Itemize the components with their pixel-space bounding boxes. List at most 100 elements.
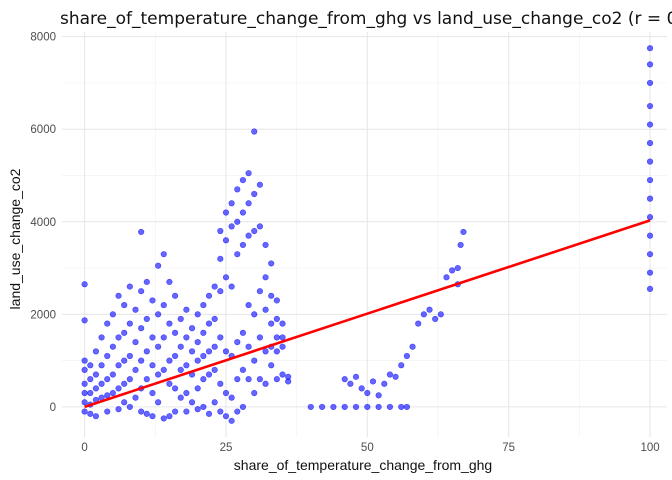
data-point xyxy=(245,343,252,350)
data-point xyxy=(121,357,128,364)
data-point xyxy=(160,415,167,422)
data-point xyxy=(222,209,230,216)
data-point xyxy=(155,371,162,378)
data-point xyxy=(126,283,133,290)
data-point xyxy=(132,366,139,373)
data-point xyxy=(234,408,241,415)
data-point xyxy=(149,334,156,341)
data-point xyxy=(166,380,173,387)
data-point xyxy=(398,362,405,369)
data-point xyxy=(194,357,201,364)
data-point xyxy=(138,357,145,364)
data-point xyxy=(98,380,105,387)
data-point xyxy=(149,389,156,397)
y-tick-label: 8000 xyxy=(30,32,56,44)
data-point xyxy=(92,348,100,355)
data-point xyxy=(256,334,263,341)
data-point xyxy=(177,394,184,401)
data-point xyxy=(155,262,162,269)
data-point xyxy=(217,227,224,235)
data-point xyxy=(81,357,88,364)
data-point xyxy=(409,343,416,350)
data-point xyxy=(194,406,201,413)
data-point xyxy=(211,315,218,323)
data-point xyxy=(279,334,286,341)
data-point xyxy=(262,348,269,355)
data-point xyxy=(81,317,88,324)
data-point xyxy=(200,376,207,383)
data-point xyxy=(211,399,218,406)
data-point xyxy=(188,399,196,406)
data-point xyxy=(239,209,247,216)
data-point xyxy=(92,371,100,378)
y-tick-label: 2000 xyxy=(30,309,56,321)
data-point xyxy=(104,320,111,327)
data-point xyxy=(126,320,133,327)
data-point xyxy=(155,311,162,318)
data-point xyxy=(155,399,162,406)
data-point xyxy=(341,403,348,411)
data-point xyxy=(149,297,156,304)
data-point xyxy=(245,232,252,239)
data-point xyxy=(415,320,422,327)
data-point xyxy=(239,177,247,184)
data-point xyxy=(222,413,230,420)
data-point xyxy=(200,301,207,309)
data-point xyxy=(307,403,314,411)
data-point xyxy=(386,403,394,411)
data-point xyxy=(228,283,235,290)
data-point xyxy=(646,269,654,276)
data-point xyxy=(251,389,258,397)
data-point xyxy=(183,362,190,369)
data-point xyxy=(245,200,252,207)
data-point xyxy=(183,306,190,313)
data-point xyxy=(81,399,88,406)
data-point xyxy=(347,380,354,387)
data-point xyxy=(217,288,224,295)
data-point xyxy=(160,251,167,258)
data-point xyxy=(352,373,360,380)
regression-line xyxy=(84,219,651,409)
x-tick-label: 50 xyxy=(361,442,374,454)
data-point xyxy=(279,320,286,327)
data-point xyxy=(126,352,133,360)
data-point xyxy=(126,376,133,383)
data-point xyxy=(239,329,247,336)
data-point xyxy=(646,61,654,68)
data-point xyxy=(194,385,201,392)
data-point xyxy=(92,413,100,420)
data-point xyxy=(188,325,196,332)
data-point xyxy=(104,392,111,399)
data-point xyxy=(245,170,252,177)
data-point xyxy=(251,311,258,318)
data-point xyxy=(646,195,654,202)
data-point xyxy=(194,311,201,318)
x-tick-label: 75 xyxy=(502,442,515,454)
data-point xyxy=(109,311,116,318)
y-axis-title: land_use_change_co2 xyxy=(7,168,23,309)
data-point xyxy=(454,264,461,272)
data-point xyxy=(646,232,654,239)
data-points xyxy=(81,45,654,424)
data-point xyxy=(211,343,218,350)
data-point xyxy=(81,281,88,288)
data-point xyxy=(132,339,139,346)
data-point xyxy=(646,158,654,165)
data-point xyxy=(200,352,207,360)
data-point xyxy=(398,403,405,411)
data-point xyxy=(143,278,150,286)
data-point xyxy=(245,376,252,383)
data-point xyxy=(234,251,241,258)
data-point xyxy=(262,274,269,281)
data-point xyxy=(138,228,145,236)
data-point xyxy=(279,371,286,378)
data-point xyxy=(121,329,128,336)
data-point xyxy=(132,306,139,313)
data-point xyxy=(81,408,88,415)
data-point xyxy=(160,334,167,341)
x-tick-label: 100 xyxy=(640,442,659,454)
data-point xyxy=(171,329,179,336)
data-point xyxy=(115,334,122,341)
data-point xyxy=(457,241,464,249)
data-point xyxy=(234,339,241,346)
